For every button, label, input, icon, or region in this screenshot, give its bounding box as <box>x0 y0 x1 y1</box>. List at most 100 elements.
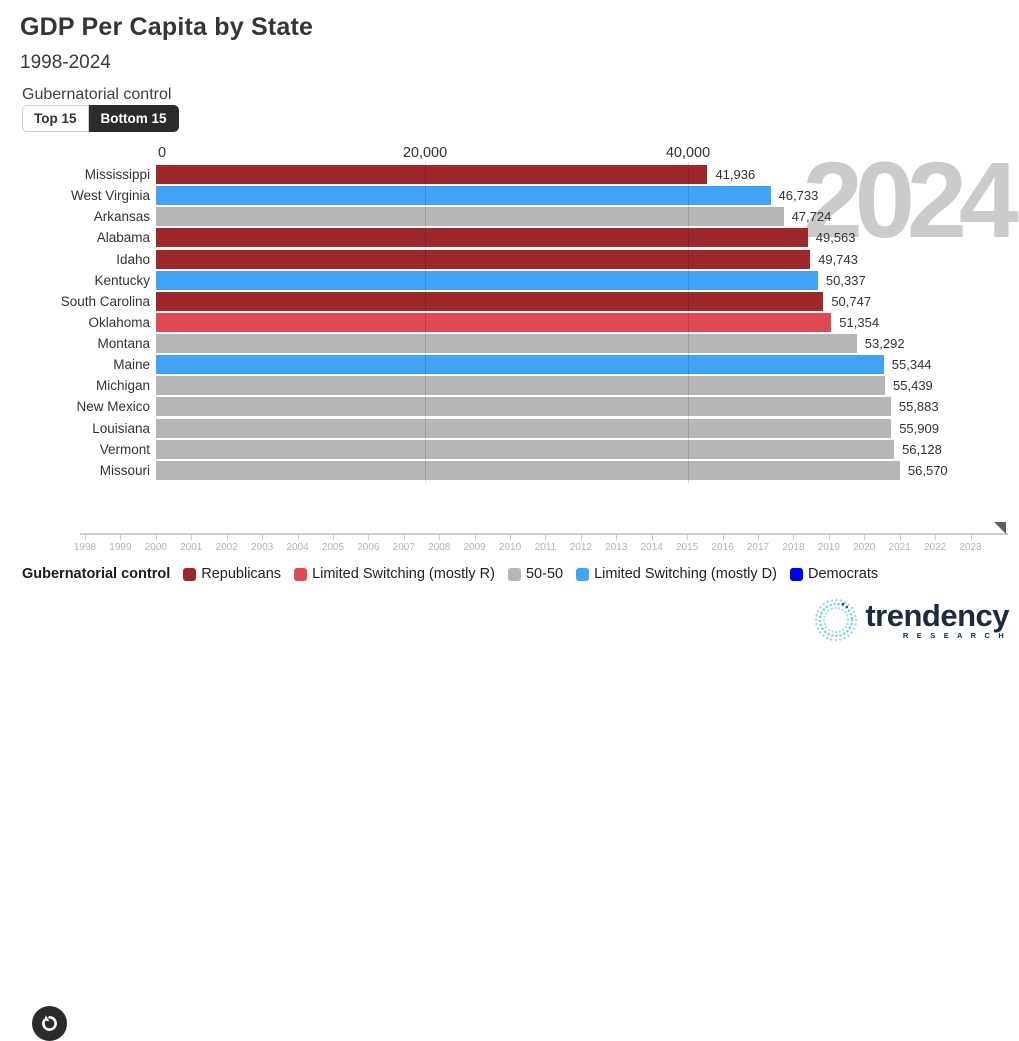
trendency-logo: trendency R E S E A R C H <box>813 597 1009 643</box>
timeline-year-label: 2019 <box>817 542 840 553</box>
timeline-tick <box>651 534 653 540</box>
bar-row: West Virginia 46,733 <box>0 185 1019 206</box>
logo-text: trendency <box>865 598 1009 633</box>
timeline-tick <box>687 534 689 540</box>
timeline-year-label: 2011 <box>534 542 557 553</box>
bar-row: Oklahoma 51,354 <box>0 312 1019 333</box>
bar-row: Michigan 55,439 <box>0 375 1019 396</box>
legend-item-limited_r: Limited Switching (mostly R) <box>294 566 495 582</box>
state-label: Michigan <box>95 378 150 394</box>
legend-title: Gubernatorial control <box>22 566 171 582</box>
year-timeline: 1998 1999 2000 2001 2002 2003 2004 2005 2006 2007… <box>0 500 1019 1041</box>
timeline-tick <box>191 534 193 540</box>
x-axis-tick-label: 20,000 <box>402 145 448 161</box>
state-label: Idaho <box>116 251 150 267</box>
legend-item-fifty_fifty: 50-50 <box>507 566 564 582</box>
bottom-15-button[interactable]: Bottom 15 <box>88 105 179 132</box>
bar-chart: 2024 0 20,000 40,000 Mississippi 41,936 West… <box>0 142 1019 492</box>
timeline-tick <box>864 534 866 540</box>
bar-row: Montana 53,292 <box>0 333 1019 354</box>
bar-value-label: 55,439 <box>893 378 933 394</box>
bar-row: Maine 55,344 <box>0 354 1019 375</box>
timeline-year-label: 1998 <box>73 542 97 553</box>
replay-button[interactable] <box>32 1006 67 1041</box>
state-bar <box>156 334 857 354</box>
state-label: Vermont <box>99 441 150 457</box>
legend-item-democrats: Democrats <box>790 566 878 582</box>
bar-value-label: 50,747 <box>831 293 872 309</box>
gdp-per-capita-dashboard: GDP Per Capita by State 1998-2024 Gubern… <box>0 13 1019 1041</box>
state-bar <box>156 460 900 480</box>
timeline-year-label: 2014 <box>640 542 663 553</box>
top-15-button[interactable]: Top 15 <box>22 105 89 132</box>
bar-value-label: 46,733 <box>778 188 819 204</box>
timeline-track[interactable] <box>80 533 1008 535</box>
timeline-year-label: 2022 <box>923 542 947 553</box>
state-label: South Carolina <box>60 293 150 309</box>
state-label: Arkansas <box>93 209 150 225</box>
legend-swatch-limited_d <box>576 567 590 581</box>
timeline-year-label: 2010 <box>498 542 522 553</box>
bars-container: Mississippi 41,936 West Virginia 46,733 Arka… <box>0 164 1019 481</box>
state-label: West Virginia <box>70 188 150 204</box>
x-axis-tick-label: 40,000 <box>665 145 711 161</box>
bar-row: Vermont 56,128 <box>0 439 1019 460</box>
legend-swatch-fifty_fifty <box>507 567 521 581</box>
bar-value-label: 53,292 <box>864 336 905 352</box>
page-title: GDP Per Capita by State <box>20 13 314 41</box>
state-bar <box>156 397 891 417</box>
current-year-watermark: 2024 <box>802 139 1019 260</box>
state-label: Alabama <box>96 230 150 246</box>
legend-label: Republicans <box>201 566 282 582</box>
timeline-tick <box>722 534 724 540</box>
state-label: Maine <box>113 357 150 373</box>
timeline-tick <box>85 534 86 540</box>
state-label: Mississippi <box>84 167 150 183</box>
timeline-year-label: 2023 <box>959 542 982 553</box>
timeline-tick <box>332 534 334 540</box>
bar-value-label: 49,563 <box>815 230 856 246</box>
state-label: Oklahoma <box>88 314 150 330</box>
timeline-tick <box>155 534 157 540</box>
bar-row: Idaho 49,743 <box>0 249 1019 270</box>
state-label: Montana <box>97 336 150 352</box>
timeline-year-label: 2003 <box>250 542 274 553</box>
timeline-tick <box>793 534 795 540</box>
state-bar <box>156 418 892 438</box>
state-label: Kentucky <box>94 272 150 288</box>
state-label: Louisiana <box>92 420 150 436</box>
state-label: New Mexico <box>76 399 150 415</box>
state-bar <box>156 291 824 311</box>
timeline-tick <box>262 534 264 540</box>
timeline-tick <box>580 534 582 540</box>
timeline-tick <box>828 534 830 540</box>
timeline-tick <box>474 534 476 540</box>
bar-row: Missouri 56,570 <box>0 460 1019 481</box>
legend: Gubernatorial control Republicans Limited… <box>22 566 878 582</box>
state-bar <box>156 376 886 396</box>
timeline-tick <box>368 534 370 540</box>
legend-swatch-limited_r <box>294 567 308 581</box>
timeline-year-label: 1999 <box>109 542 132 553</box>
year-range-subtitle: 1998-2024 <box>20 52 111 73</box>
timeline-year-label: 2008 <box>428 542 451 553</box>
timeline-tick <box>616 534 618 540</box>
timeline-year-label: 2017 <box>746 542 770 553</box>
legend-label: 50-50 <box>525 566 564 582</box>
control-label: Gubernatorial control <box>22 86 172 103</box>
bar-value-label: 41,936 <box>715 167 756 183</box>
replay-icon <box>39 1013 60 1034</box>
bar-row: South Carolina 50,747 <box>0 291 1019 312</box>
state-bar <box>156 249 811 269</box>
timeline-tick <box>226 534 228 540</box>
state-bar <box>156 165 708 185</box>
timeline-year-label: 2000 <box>144 542 167 553</box>
legend-label: Limited Switching (mostly D) <box>594 566 777 582</box>
timeline-tick <box>545 534 547 540</box>
bar-value-label: 55,344 <box>891 357 932 373</box>
state-bar <box>156 207 784 227</box>
legend-item-limited_d: Limited Switching (mostly D) <box>576 566 777 582</box>
bar-value-label: 55,883 <box>898 399 939 415</box>
state-label: Missouri <box>99 462 150 478</box>
bar-value-label: 51,354 <box>839 314 880 330</box>
